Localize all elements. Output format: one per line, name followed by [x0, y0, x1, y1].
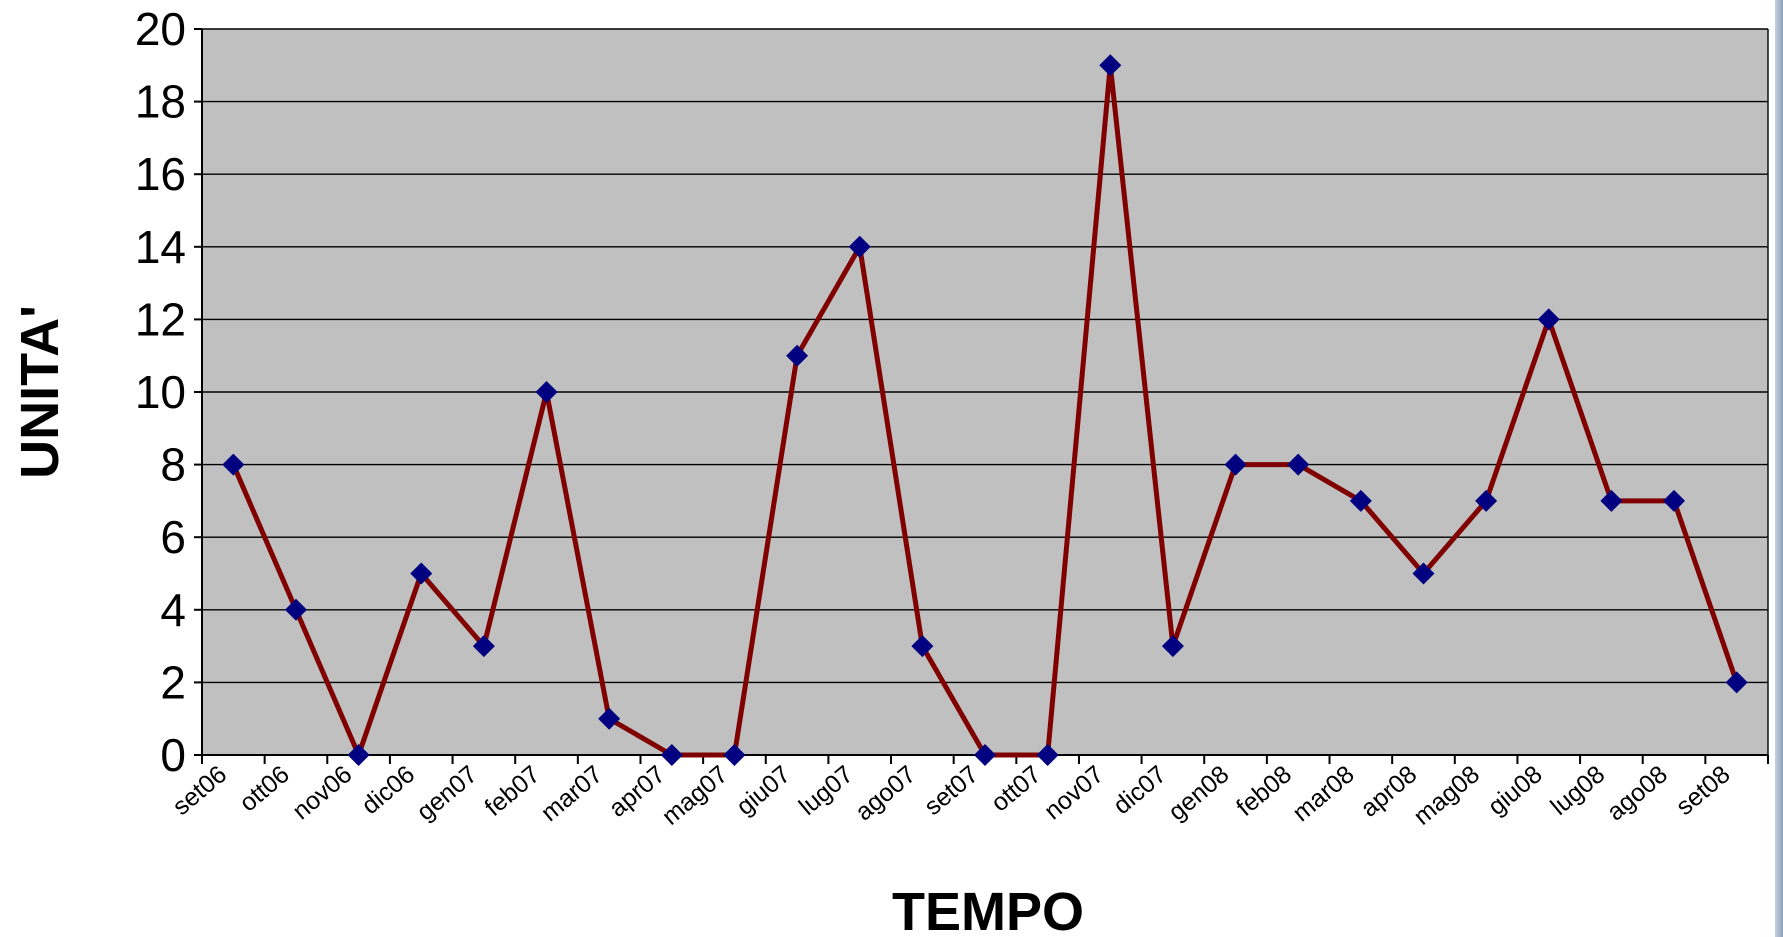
data-point-set08 [1725, 671, 1748, 694]
x-tick-label-mar08: mar08 [1287, 760, 1359, 827]
data-point-mag07 [723, 744, 746, 766]
data-point-feb08 [1287, 453, 1310, 476]
x-tick-label-ott07: ott07 [986, 760, 1047, 817]
data-point-mag08 [1475, 489, 1498, 512]
data-point-apr08 [1412, 562, 1435, 585]
data-point-feb07 [535, 381, 558, 403]
x-tick-label-gen07: gen07 [411, 760, 482, 826]
y-tick-label-2: 2 [160, 656, 186, 708]
data-point-set06 [222, 453, 245, 476]
y-axis-title: UNITA' [10, 305, 70, 479]
x-tick-label-ott06: ott06 [234, 760, 295, 817]
y-tick-label-8: 8 [160, 439, 186, 491]
x-tick-label-ago08: ago08 [1602, 760, 1673, 826]
data-point-lug07 [848, 235, 871, 258]
y-tick-label-12: 12 [135, 293, 186, 345]
x-tick-label-lug08: lug08 [1545, 760, 1610, 821]
window-edge [1775, 0, 1783, 937]
x-tick-label-giu08: giu08 [1483, 760, 1548, 821]
data-point-mar08 [1349, 489, 1372, 512]
data-point-dic06 [410, 562, 433, 585]
data-point-apr07 [660, 744, 683, 766]
x-tick-label-nov07: nov07 [1039, 760, 1109, 825]
data-point-ott07 [1036, 744, 1059, 766]
series-group [222, 54, 1748, 766]
data-point-gen08 [1224, 453, 1247, 476]
y-tick-label-14: 14 [135, 221, 186, 273]
data-point-nov06 [347, 744, 370, 766]
x-tick-label-dic06: dic06 [356, 760, 420, 820]
x-tick-label-set07: set07 [919, 760, 984, 821]
x-tick-label-feb08: feb08 [1231, 760, 1297, 822]
y-tick-label-0: 0 [160, 729, 186, 781]
y-tick-label-4: 4 [160, 584, 186, 636]
gridlines [202, 28, 1769, 755]
x-axis-tick-labels: set06 ott06nov06dic06gen07feb07mar07apr07… [167, 760, 1735, 831]
y-tick-label-18: 18 [135, 76, 186, 128]
x-tick-label-mar07: mar07 [536, 760, 608, 827]
y-tick-label-10: 10 [135, 366, 186, 418]
data-point-giu07 [786, 344, 809, 367]
x-tick-label-mag07: mag07 [657, 760, 734, 831]
x-tick-label-nov06: nov06 [287, 760, 357, 825]
x-tick-label-giu07: giu07 [731, 760, 796, 821]
x-tick-label-dic07: dic07 [1108, 760, 1172, 820]
data-point-ott06 [284, 598, 307, 621]
data-point-mar07 [598, 707, 621, 730]
data-point-giu08 [1537, 308, 1560, 331]
y-tick-label-20: 20 [135, 3, 186, 55]
y-tick-label-6: 6 [160, 511, 186, 563]
data-point-gen07 [472, 635, 495, 658]
data-point-set07 [974, 744, 996, 766]
x-tick-label-mag08: mag08 [1408, 760, 1485, 831]
x-tick-label-lug07: lug07 [794, 760, 859, 821]
x-tick-label-gen08: gen08 [1163, 760, 1234, 826]
data-point-lug08 [1600, 489, 1623, 512]
x-tick-label-feb07: feb07 [479, 760, 545, 822]
data-point-dic07 [1161, 635, 1184, 658]
data-point-ago07 [911, 635, 934, 658]
data-point-nov07 [1099, 54, 1122, 77]
x-tick-label-ago07: ago07 [850, 760, 921, 826]
data-point-ago08 [1663, 489, 1686, 512]
y-tick-label-16: 16 [135, 148, 186, 200]
x-tick-label-set08: set08 [1671, 760, 1736, 821]
x-axis-title: TEMPO [892, 882, 1084, 937]
y-axis-tick-labels: 0 2 4 6 8 10 12 14 16 18 20 [135, 3, 186, 781]
